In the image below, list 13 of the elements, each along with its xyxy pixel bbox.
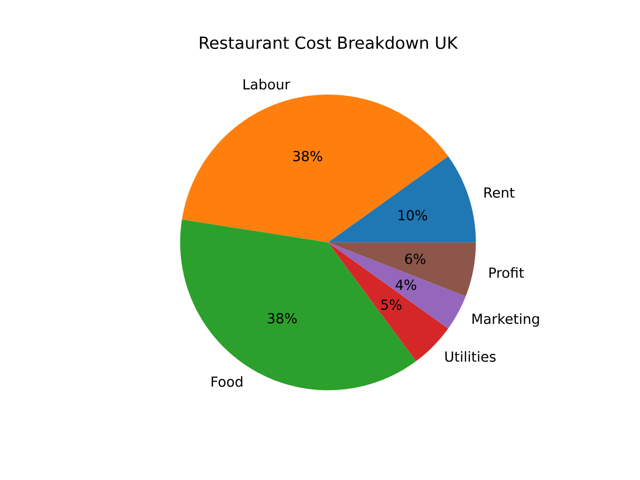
data-label: 5%	[381, 299, 402, 310]
data-label: 4%	[396, 279, 416, 290]
slice-label: Marketing	[472, 313, 539, 327]
data-label: 10%	[398, 210, 428, 220]
slice-label: Profit	[489, 267, 524, 278]
chart-title: Restaurant Cost Breakdown UK	[200, 36, 458, 50]
data-label: 38%	[268, 313, 297, 324]
slice-label: Food	[212, 376, 242, 387]
data-label: 38%	[293, 150, 322, 162]
slice-label: Rent	[484, 187, 514, 198]
slice-label: Utilities	[445, 351, 496, 362]
slice-label: Labour	[244, 78, 290, 90]
data-label: 6%	[405, 254, 426, 264]
